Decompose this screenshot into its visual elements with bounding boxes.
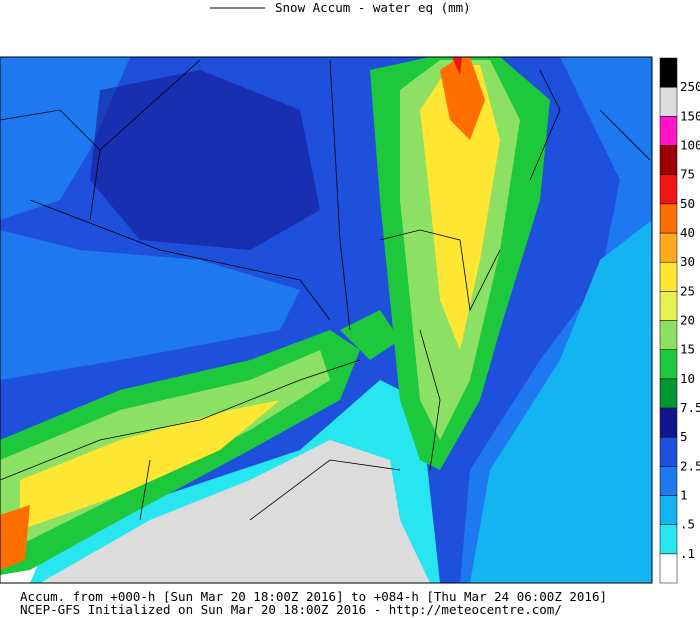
colorbar-swatch: [659, 553, 678, 584]
colorbar-swatch: [659, 57, 678, 88]
colorbar-swatch: [659, 436, 678, 467]
field-blue: [0, 230, 300, 380]
colorbar-label: 10: [680, 371, 695, 386]
colorbar-label: .5: [680, 517, 695, 532]
boundaries: [0, 59, 651, 521]
footer-line: Accum. from +000-h [Sun Mar 20 18:00Z 20…: [20, 589, 607, 604]
colorbar-swatch: [659, 232, 678, 263]
colorbar-label: 25: [680, 283, 695, 298]
colorbar-swatch: [659, 407, 678, 438]
colorbar-swatch: [659, 116, 678, 146]
colorbar: .1 .5 1 2.5 5 7.5 10 15 20 25 30 40 50 75 100 150 250: [659, 57, 700, 584]
colorbar-swatch: [659, 378, 678, 409]
band-orange: [440, 57, 485, 140]
band-red: [452, 57, 462, 75]
colorbar-label: 75: [680, 167, 695, 182]
colorbar-swatch: [659, 86, 678, 117]
colorbar-label: 15: [680, 342, 695, 357]
colorbar-swatch: [659, 203, 678, 234]
colorbar-label: .1: [680, 546, 695, 561]
title: Snow Accum - water eq (mm): [275, 0, 471, 15]
colorbar-swatch: [659, 349, 678, 380]
colorbar-swatch: [659, 291, 678, 321]
colorbar-swatch: [659, 466, 678, 496]
band-yellow: [420, 65, 500, 350]
colorbar-label: 150: [680, 108, 700, 123]
colorbar-label: 50: [680, 196, 695, 211]
colorbar-swatch: [659, 495, 678, 525]
colorbar-swatch: [659, 261, 678, 292]
colorbar-swatch: [659, 524, 678, 555]
colorbar-label: 100: [680, 138, 700, 153]
colorbar-label: 40: [680, 225, 695, 240]
colorbar-label: 5: [680, 429, 688, 444]
band-yellow: [20, 400, 280, 530]
colorbar-swatch: [659, 145, 678, 175]
band-orange: [0, 505, 30, 570]
colorbar-swatch: [659, 320, 678, 350]
colorbar-label: 2.5: [680, 458, 700, 473]
map-frame: [0, 56, 653, 584]
field-lightblue: [470, 220, 652, 583]
no-data-land: [40, 440, 430, 583]
field-dark: [90, 70, 320, 250]
field-blue: [0, 57, 130, 220]
colorbar-label: 250: [680, 79, 700, 94]
colorbar-label: 30: [680, 254, 695, 269]
colorbar-label: 7.5: [680, 400, 700, 415]
colorbar-swatch: [659, 174, 678, 205]
band-green: [340, 310, 400, 360]
footer-line: NCEP-GFS Initialized on Sun Mar 20 18:00…: [20, 602, 562, 617]
colorbar-label: 20: [680, 313, 695, 328]
colorbar-label: 1: [680, 488, 688, 503]
map: [0, 56, 653, 584]
